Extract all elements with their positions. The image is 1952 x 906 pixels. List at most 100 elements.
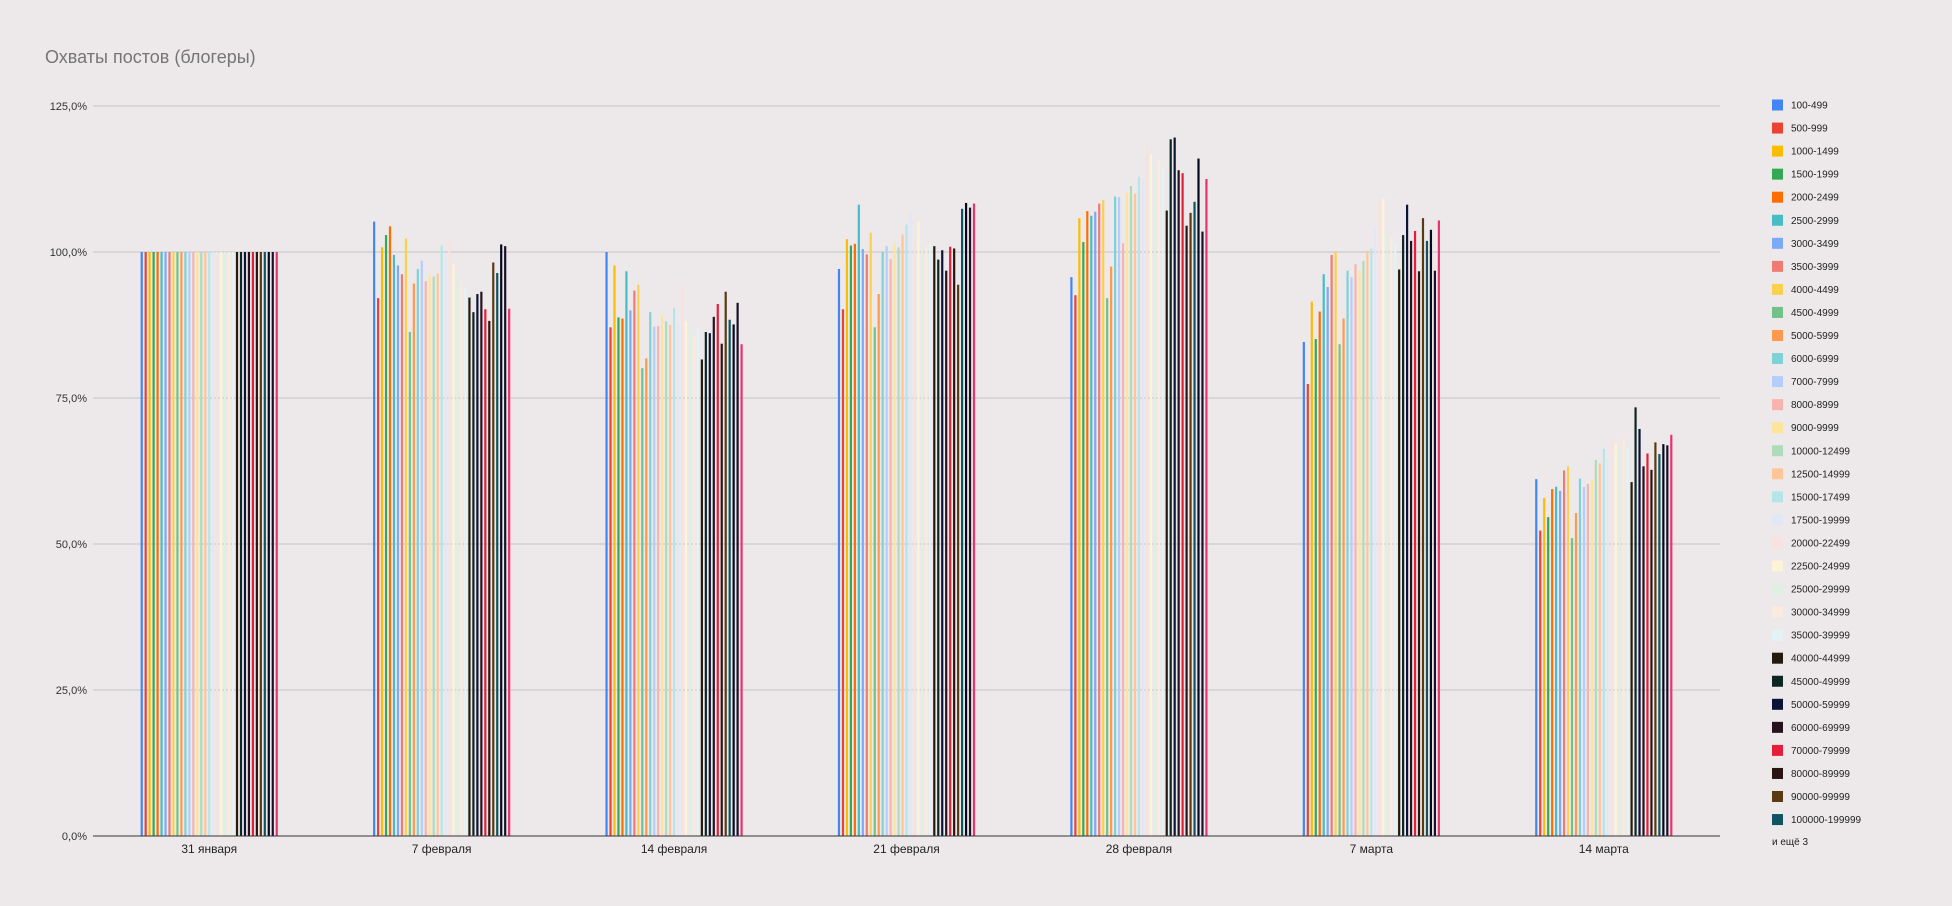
- bar[interactable]: [1630, 482, 1633, 836]
- bar[interactable]: [456, 273, 459, 836]
- bar[interactable]: [416, 268, 419, 836]
- legend-item[interactable]: 7000-7999: [1772, 376, 1839, 388]
- bar[interactable]: [263, 252, 266, 836]
- bar[interactable]: [728, 319, 731, 836]
- bar[interactable]: [420, 260, 423, 836]
- bar[interactable]: [937, 259, 940, 837]
- bar[interactable]: [1181, 173, 1184, 836]
- bar[interactable]: [897, 247, 900, 836]
- bar[interactable]: [152, 252, 155, 836]
- legend-item[interactable]: 100-499: [1772, 99, 1828, 112]
- bar[interactable]: [889, 259, 892, 836]
- bar[interactable]: [1310, 301, 1313, 836]
- bar[interactable]: [380, 247, 384, 836]
- bar[interactable]: [865, 254, 868, 837]
- bar[interactable]: [1102, 200, 1105, 836]
- bar[interactable]: [665, 321, 668, 837]
- bar[interactable]: [1421, 218, 1425, 836]
- bar[interactable]: [877, 294, 880, 836]
- legend-item[interactable]: 6000-6999: [1772, 353, 1839, 365]
- bar[interactable]: [1406, 204, 1409, 836]
- bar[interactable]: [645, 358, 648, 836]
- bar[interactable]: [480, 291, 483, 837]
- legend-item[interactable]: 1500-1999: [1772, 168, 1839, 181]
- bar[interactable]: [460, 280, 463, 836]
- bar[interactable]: [1658, 454, 1661, 836]
- bar[interactable]: [1590, 479, 1593, 836]
- bar[interactable]: [1165, 210, 1168, 837]
- bar[interactable]: [684, 320, 688, 836]
- bar[interactable]: [1070, 277, 1073, 836]
- bar[interactable]: [1574, 513, 1578, 836]
- bar[interactable]: [1390, 237, 1393, 836]
- bar[interactable]: [144, 252, 147, 836]
- legend-item[interactable]: 45000-49999: [1772, 675, 1850, 688]
- bar[interactable]: [672, 308, 676, 836]
- bar[interactable]: [200, 252, 203, 836]
- bar[interactable]: [1086, 211, 1089, 836]
- bar[interactable]: [424, 281, 427, 836]
- bar[interactable]: [1413, 230, 1417, 837]
- bar[interactable]: [412, 283, 415, 836]
- bar[interactable]: [1197, 158, 1200, 836]
- bar[interactable]: [196, 252, 199, 836]
- bar[interactable]: [1354, 264, 1357, 836]
- legend-item[interactable]: 17500-19999: [1772, 514, 1850, 526]
- bar[interactable]: [1547, 517, 1550, 836]
- bar[interactable]: [172, 252, 175, 836]
- bar[interactable]: [1670, 434, 1673, 836]
- bar[interactable]: [508, 308, 511, 836]
- bar[interactable]: [1594, 459, 1597, 836]
- bar[interactable]: [972, 203, 976, 836]
- bar[interactable]: [164, 252, 167, 836]
- bar[interactable]: [247, 252, 251, 836]
- bar[interactable]: [468, 297, 471, 836]
- bar[interactable]: [1606, 459, 1609, 836]
- bar[interactable]: [964, 202, 968, 836]
- bar[interactable]: [188, 252, 191, 836]
- bar[interactable]: [949, 246, 952, 837]
- bar[interactable]: [255, 252, 258, 836]
- legend-item[interactable]: 500-999: [1772, 122, 1828, 135]
- bar[interactable]: [436, 273, 439, 836]
- bar[interactable]: [732, 324, 735, 836]
- legend-item[interactable]: 8000-8999: [1772, 399, 1839, 411]
- bar[interactable]: [492, 262, 495, 836]
- bar[interactable]: [373, 221, 376, 836]
- legend-item[interactable]: 15000-17499: [1772, 491, 1850, 503]
- bar[interactable]: [140, 252, 143, 836]
- bar[interactable]: [504, 246, 507, 836]
- legend-item[interactable]: 35000-39999: [1772, 629, 1850, 642]
- bar[interactable]: [1306, 383, 1309, 836]
- bar[interactable]: [669, 325, 672, 836]
- bar[interactable]: [613, 265, 616, 836]
- bar[interactable]: [1098, 203, 1101, 836]
- legend-item[interactable]: 4000-4499: [1772, 283, 1839, 296]
- bar[interactable]: [1582, 486, 1586, 836]
- bar[interactable]: [1566, 466, 1570, 836]
- bar[interactable]: [909, 213, 912, 836]
- bar[interactable]: [440, 245, 443, 836]
- bar[interactable]: [484, 309, 487, 837]
- bar[interactable]: [724, 291, 727, 837]
- bar[interactable]: [1302, 341, 1305, 836]
- legend-item[interactable]: 20000-22499: [1772, 537, 1850, 549]
- bar[interactable]: [953, 248, 956, 837]
- bar[interactable]: [1137, 176, 1141, 836]
- bar[interactable]: [448, 240, 451, 836]
- bar[interactable]: [500, 244, 503, 836]
- bar[interactable]: [388, 226, 392, 837]
- bar[interactable]: [1555, 486, 1558, 836]
- legend-item[interactable]: 22500-24999: [1772, 560, 1850, 573]
- bar[interactable]: [1094, 211, 1097, 836]
- legend-item[interactable]: 50000-59999: [1772, 698, 1850, 711]
- legend-item[interactable]: 80000-89999: [1772, 767, 1850, 780]
- bar[interactable]: [1133, 193, 1137, 837]
- bar[interactable]: [1314, 339, 1317, 836]
- bar[interactable]: [488, 320, 491, 836]
- bar[interactable]: [259, 252, 262, 836]
- bar[interactable]: [1642, 466, 1645, 836]
- bar[interactable]: [227, 252, 231, 836]
- bar[interactable]: [243, 252, 247, 836]
- bar[interactable]: [1125, 192, 1129, 836]
